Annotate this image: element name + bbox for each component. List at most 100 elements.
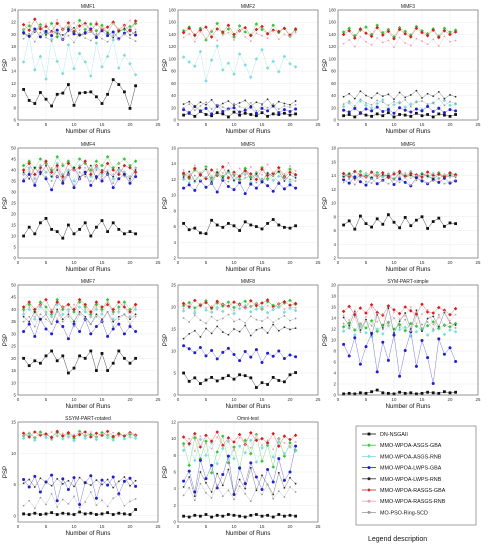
data-point [261, 309, 263, 311]
data-point [49, 314, 54, 319]
data-point [266, 483, 269, 486]
data-point [260, 360, 264, 364]
data-point [77, 24, 82, 28]
data-point [448, 328, 452, 332]
data-point [398, 106, 402, 110]
data-point [403, 113, 407, 117]
data-point [182, 177, 185, 180]
data-point [33, 30, 36, 33]
data-point [101, 483, 103, 486]
data-point [39, 91, 42, 94]
data-point [199, 471, 202, 473]
data-point [454, 175, 457, 178]
data-point [272, 448, 275, 451]
data-point [359, 90, 362, 93]
data-point [182, 186, 186, 190]
data-point [45, 175, 47, 178]
data-point [55, 21, 59, 26]
data-point [210, 332, 213, 335]
data-point [381, 170, 385, 175]
data-point [370, 103, 373, 106]
data-point [89, 183, 93, 187]
data-point [134, 173, 137, 176]
legend-marker [367, 466, 371, 470]
data-point [232, 300, 236, 304]
data-point [403, 325, 407, 330]
data-point [255, 487, 258, 490]
data-point [66, 161, 71, 166]
data-point [72, 103, 76, 107]
data-point [128, 435, 132, 439]
data-point [283, 486, 286, 489]
axes-box [337, 284, 479, 396]
data-point [122, 479, 126, 483]
data-point [95, 369, 98, 372]
data-point [66, 43, 71, 47]
data-point [369, 334, 374, 339]
data-point [254, 22, 259, 26]
data-point [381, 173, 384, 176]
data-point [448, 391, 452, 395]
data-point [204, 38, 208, 42]
data-point [44, 97, 48, 101]
data-point [122, 437, 127, 441]
data-point [210, 218, 213, 222]
data-point [182, 494, 185, 497]
data-point [409, 33, 413, 37]
data-point [288, 373, 292, 377]
data-point [227, 333, 230, 336]
data-point [193, 431, 197, 436]
data-point [27, 302, 31, 307]
data-point [381, 391, 385, 395]
series-mmo-wpoa-lwps-gba [342, 330, 458, 385]
data-point [215, 379, 219, 383]
data-point [443, 97, 446, 100]
data-point [61, 437, 65, 441]
data-point [22, 171, 25, 174]
data-point [27, 24, 31, 28]
data-point [272, 497, 275, 500]
data-point [215, 305, 219, 310]
data-point [387, 213, 390, 217]
data-point [61, 162, 64, 165]
data-point [78, 34, 81, 37]
legend-box [355, 425, 477, 526]
data-point [421, 178, 423, 180]
data-point [387, 104, 390, 107]
data-point [134, 329, 138, 333]
data-point [289, 476, 291, 479]
data-point [111, 166, 115, 170]
data-point [398, 318, 401, 320]
data-point [123, 303, 126, 306]
x-tick-label: 5 [205, 397, 208, 402]
data-point [244, 492, 247, 495]
data-point [134, 434, 137, 437]
data-point [294, 169, 297, 172]
data-point [134, 484, 138, 488]
y-tick-label: 45 [11, 295, 16, 300]
data-point [426, 227, 429, 230]
y-tick-label: 120 [329, 44, 337, 49]
data-point [289, 486, 291, 488]
data-point [277, 170, 280, 173]
data-point [238, 330, 241, 333]
data-point [364, 103, 368, 108]
data-point [39, 164, 42, 167]
data-point [347, 304, 351, 309]
data-point [233, 328, 235, 330]
data-point [347, 26, 351, 31]
data-point [22, 320, 25, 323]
data-point [381, 33, 385, 37]
data-point [232, 456, 236, 461]
data-point [271, 455, 275, 459]
data-point [454, 222, 457, 226]
legend-marker [367, 477, 371, 481]
data-point [364, 311, 368, 315]
data-point [50, 228, 53, 231]
data-point [266, 513, 269, 517]
data-point [443, 325, 446, 328]
data-point [182, 317, 185, 319]
data-point [353, 97, 356, 100]
